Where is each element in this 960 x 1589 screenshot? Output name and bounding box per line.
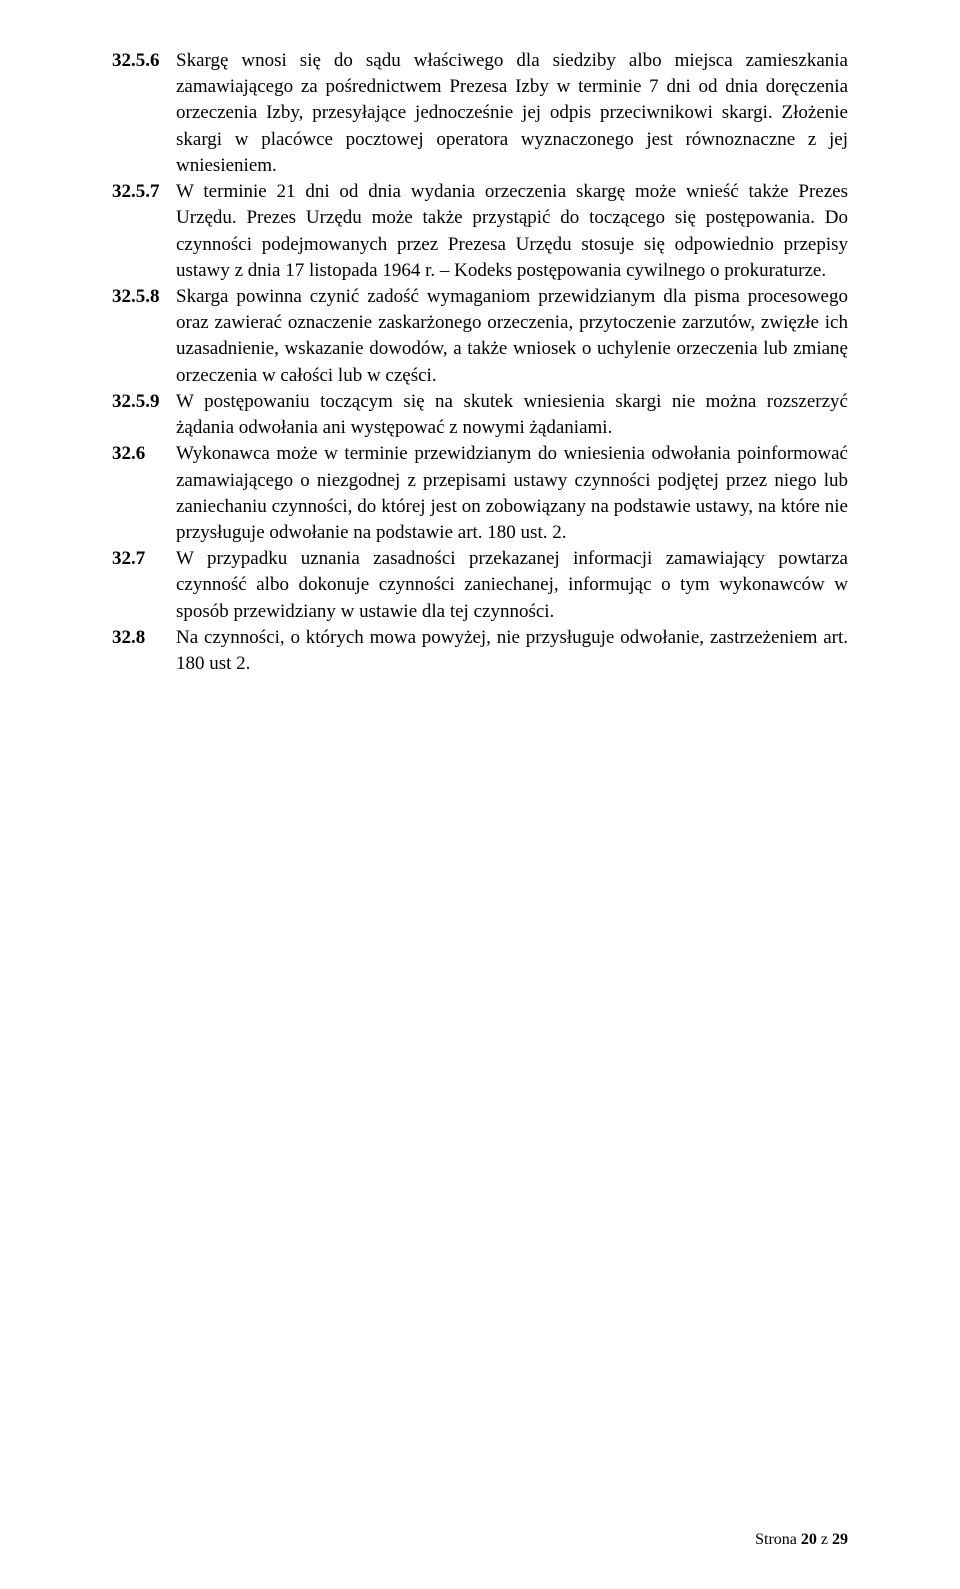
paragraph-body: Wykonawca może w terminie przewidzianym … — [176, 441, 848, 546]
paragraph-body: W przypadku uznania zasadności przekazan… — [176, 546, 848, 625]
footer-middle: z — [817, 1531, 832, 1548]
paragraph-body: W terminie 21 dni od dnia wydania orzecz… — [176, 179, 848, 284]
paragraph-32-7: 32.7 W przypadku uznania zasadności prze… — [112, 546, 848, 625]
paragraph-body: W postępowaniu toczącym się na skutek wn… — [176, 389, 848, 441]
paragraph-32-5-9: 32.5.9 W postępowaniu toczącym się na sk… — [112, 389, 848, 441]
paragraph-32-5-6: 32.5.6 Skargę wnosi się do sądu właściwe… — [112, 48, 848, 179]
paragraph-32-5-8: 32.5.8 Skarga powinna czynić zadość wyma… — [112, 284, 848, 389]
footer-page-current: 20 — [801, 1531, 817, 1548]
page-footer: Strona 20 z 29 — [755, 1529, 848, 1551]
paragraph-body: Skarga powinna czynić zadość wymaganiom … — [176, 284, 848, 389]
paragraph-number: 32.8 — [112, 625, 176, 677]
paragraph-number: 32.5.9 — [112, 389, 176, 441]
paragraph-number: 32.6 — [112, 441, 176, 546]
footer-prefix: Strona — [755, 1531, 801, 1548]
paragraph-body: Skargę wnosi się do sądu właściwego dla … — [176, 48, 848, 179]
paragraph-number: 32.5.8 — [112, 284, 176, 389]
paragraph-32-5-7: 32.5.7 W terminie 21 dni od dnia wydania… — [112, 179, 848, 284]
document-page: 32.5.6 Skargę wnosi się do sądu właściwe… — [0, 0, 960, 1589]
footer-page-total: 29 — [832, 1531, 848, 1548]
paragraph-number: 32.5.6 — [112, 48, 176, 179]
paragraph-number: 32.7 — [112, 546, 176, 625]
paragraph-32-8: 32.8 Na czynności, o których mowa powyże… — [112, 625, 848, 677]
paragraph-number: 32.5.7 — [112, 179, 176, 284]
paragraph-body: Na czynności, o których mowa powyżej, ni… — [176, 625, 848, 677]
paragraph-32-6: 32.6 Wykonawca może w terminie przewidzi… — [112, 441, 848, 546]
